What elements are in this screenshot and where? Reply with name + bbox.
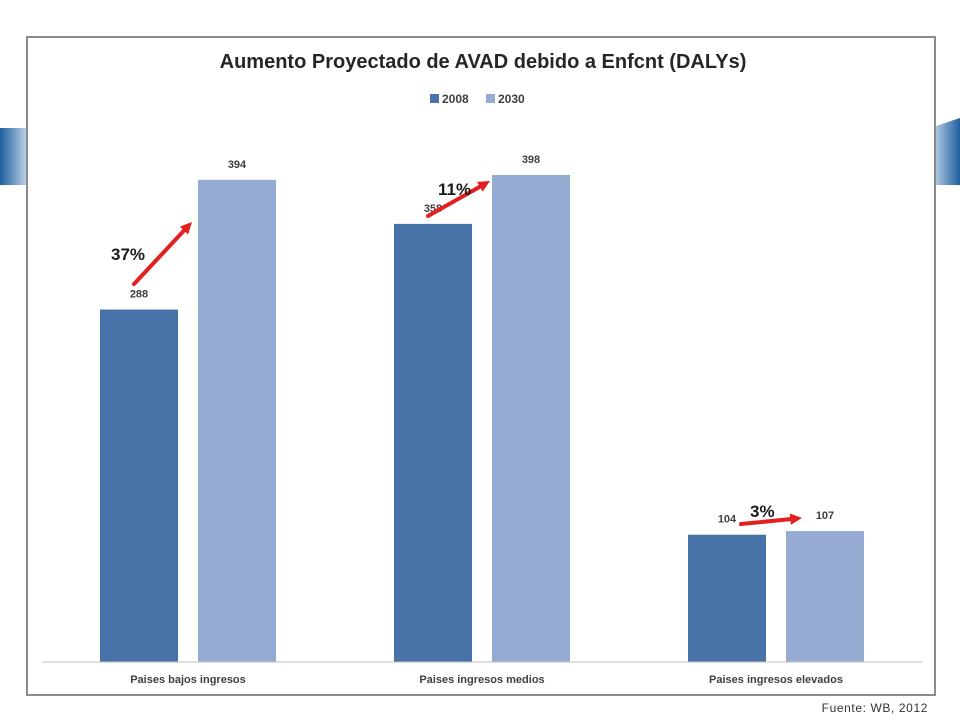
- chart-title: Aumento Proyectado de AVAD debido a Enfc…: [220, 51, 747, 73]
- growth-label-paises-ingresos-elevados: 3%: [750, 502, 775, 521]
- growth-arrowhead-paises-bajos-ingresos: [179, 222, 192, 235]
- growth-arrowhead-paises-ingresos-elevados: [789, 513, 802, 525]
- bar-2030-paises-ingresos-medios: [492, 174, 570, 662]
- value-label-2008-paises-ingresos-elevados: 104: [718, 514, 737, 526]
- growth-arrow-paises-ingresos-elevados: [739, 516, 795, 526]
- bar-2008-paises-ingresos-elevados: [688, 534, 766, 662]
- legend: 2008 2030: [430, 92, 525, 106]
- category-label-paises-ingresos-medios: Paises ingresos medios: [419, 674, 544, 686]
- bar-2030-paises-ingresos-elevados: [786, 531, 864, 662]
- category-labels-group: Paises bajos ingresos Paises ingresos med…: [130, 674, 843, 686]
- source-note: Fuente: WB, 2012: [821, 701, 928, 715]
- value-label-2008-paises-bajos-ingresos: 288: [130, 289, 148, 301]
- bars-group: [100, 174, 864, 663]
- growth-arrowhead-paises-ingresos-medios: [477, 181, 490, 192]
- category-label-paises-bajos-ingresos: Paises bajos ingresos: [130, 674, 246, 686]
- bar-2030-paises-bajos-ingresos: [198, 179, 276, 663]
- value-label-2030-paises-bajos-ingresos: 394: [228, 159, 247, 171]
- legend-label-2008: 2008: [442, 92, 469, 106]
- chart-frame: Aumento Proyectado de AVAD debido a Enfc…: [26, 36, 936, 696]
- growth-label-paises-bajos-ingresos: 37%: [111, 245, 145, 264]
- annotations-group: 37% 11% 3%: [111, 180, 802, 526]
- growth-arrow-paises-ingresos-medios: [426, 183, 485, 218]
- value-label-2030-paises-ingresos-medios: 398: [522, 154, 540, 166]
- bar-chart: Aumento Proyectado de AVAD debido a Enfc…: [42, 51, 922, 686]
- legend-label-2030: 2030: [498, 92, 525, 106]
- bar-2008-paises-ingresos-medios: [394, 223, 472, 662]
- bar-2008-paises-bajos-ingresos: [100, 309, 178, 662]
- growth-arrow-paises-bajos-ingresos: [132, 226, 188, 286]
- growth-label-paises-ingresos-medios: 11%: [438, 180, 471, 199]
- value-label-2030-paises-ingresos-elevados: 107: [816, 510, 834, 522]
- legend-swatch-2008: [430, 94, 439, 103]
- legend-swatch-2030: [486, 94, 495, 103]
- category-label-paises-ingresos-elevados: Paises ingresos elevados: [709, 674, 843, 686]
